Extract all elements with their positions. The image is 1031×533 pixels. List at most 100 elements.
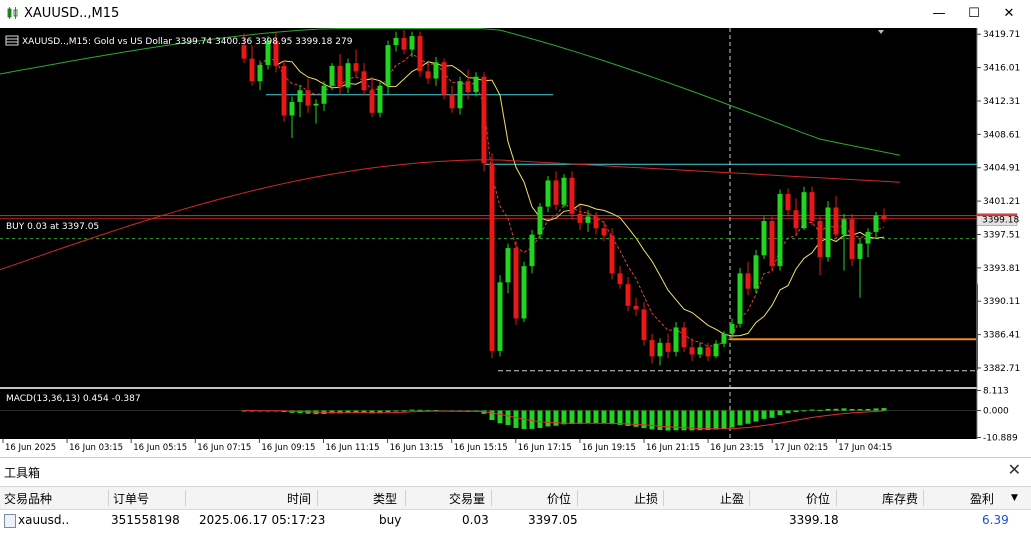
macd-histogram-bar xyxy=(585,410,591,424)
candle-body xyxy=(425,71,431,79)
candle-body xyxy=(457,81,463,109)
time-tick-label: 17 Jun 04:15 xyxy=(838,443,892,453)
candle-body xyxy=(521,266,527,319)
candle-body xyxy=(385,45,391,86)
candle-body xyxy=(329,65,335,86)
macd-histogram-bar xyxy=(537,410,543,428)
candle-body xyxy=(825,207,831,258)
header-volume[interactable]: 交易量 xyxy=(449,492,486,506)
macd-histogram-bar xyxy=(753,410,759,422)
price-tick-label: 3408.61 xyxy=(983,130,1020,140)
candle-body xyxy=(833,207,839,235)
candle-body xyxy=(617,273,623,285)
candle-body xyxy=(777,193,783,267)
toolbox-panel: 工具箱 ✕ 交易品种 订单号 时间 类型 交易量 价位 止损 止盈 价位 库存费… xyxy=(0,457,1031,533)
header-sort-arrow-icon[interactable]: ▼ xyxy=(1011,493,1018,503)
candle-body xyxy=(513,248,519,319)
price-chart[interactable]: 3419.71 3416.01 3412.31 3408.61 3404.91 3401.… xyxy=(0,28,1031,457)
candle-body xyxy=(865,231,871,244)
candle-body xyxy=(569,177,575,214)
candle-body xyxy=(841,219,847,235)
cell-time: 2025.06.17 05:17:23 xyxy=(199,513,326,527)
candle-body xyxy=(497,282,503,351)
candle-body xyxy=(449,94,455,109)
table-row[interactable]: xauusd.. 351558198 2025.06.17 05:17:23 b… xyxy=(0,510,1031,530)
macd-histogram-bar xyxy=(721,410,727,429)
candle-body xyxy=(593,216,599,229)
toolbox-close-icon[interactable]: ✕ xyxy=(1007,460,1021,479)
macd-histogram-bar xyxy=(649,410,655,430)
candle-body xyxy=(465,81,471,93)
header-current-price[interactable]: 价位 xyxy=(806,492,831,506)
price-tick-label: 3404.91 xyxy=(983,164,1020,174)
macd-histogram-bar xyxy=(241,410,247,412)
candle-body xyxy=(409,36,415,50)
header-takeprofit[interactable]: 止盈 xyxy=(720,492,745,506)
macd-histogram-bar xyxy=(857,409,863,411)
candle-body xyxy=(809,192,815,222)
time-tick-label: 16 Jun 03:15 xyxy=(69,443,123,453)
maximize-button[interactable]: ☐ xyxy=(968,6,980,21)
macd-tick-label: 0.000 xyxy=(983,407,1009,417)
candle-body xyxy=(377,85,383,113)
macd-histogram-bar xyxy=(633,410,639,427)
price-tick-label: 3382.71 xyxy=(983,364,1020,374)
candle-body xyxy=(441,62,447,95)
candle-body xyxy=(761,221,767,256)
candle-body xyxy=(361,71,367,91)
macd-histogram-bar xyxy=(745,410,751,424)
candle-body xyxy=(801,192,807,229)
time-tick-label: 16 Jun 15:15 xyxy=(454,443,508,453)
candle-body xyxy=(705,347,711,357)
candle-body xyxy=(817,221,823,258)
candle-body xyxy=(561,177,567,205)
header-order[interactable]: 订单号 xyxy=(113,492,150,506)
candle-body xyxy=(313,103,319,106)
price-tick-label: 3393.81 xyxy=(983,264,1020,274)
current-price-tag xyxy=(976,213,1018,226)
candle-body xyxy=(369,90,375,113)
window-titlebar: XAUUSD..,M15 — ☐ ✕ xyxy=(0,0,1031,28)
macd-histogram-bar xyxy=(809,409,815,411)
macd-histogram-bar xyxy=(833,408,839,411)
macd-histogram-bar xyxy=(681,410,687,431)
macd-histogram-bar xyxy=(361,410,367,413)
candle-body xyxy=(657,342,663,357)
header-time[interactable]: 时间 xyxy=(287,492,312,506)
candle-body xyxy=(289,101,295,116)
macd-histogram-bar xyxy=(713,410,719,430)
cell-current-price: 3399.18 xyxy=(789,513,839,527)
cell-type: buy xyxy=(379,513,402,527)
header-symbol[interactable]: 交易品种 xyxy=(4,492,53,506)
header-type[interactable]: 类型 xyxy=(373,492,398,506)
candle-body xyxy=(681,327,687,348)
time-tick-label: 16 Jun 13:15 xyxy=(390,443,444,453)
trade-label: BUY 0.03 at 3397.05 xyxy=(6,222,99,232)
candle-body xyxy=(433,62,439,79)
close-button[interactable]: ✕ xyxy=(1003,6,1015,21)
macd-histogram-bar xyxy=(761,410,767,419)
cell-order: 351558198 xyxy=(111,513,180,527)
macd-histogram-bar xyxy=(625,410,631,426)
window-title: XAUUSD..,M15 xyxy=(24,6,120,21)
macd-histogram-bar xyxy=(601,410,607,424)
macd-histogram-bar xyxy=(545,410,551,427)
order-type-icon xyxy=(4,514,16,528)
header-price[interactable]: 价位 xyxy=(547,492,572,506)
header-swap[interactable]: 库存费 xyxy=(882,492,919,506)
header-profit[interactable]: 盈利 xyxy=(970,492,995,506)
candle-body xyxy=(481,76,487,164)
candle-body xyxy=(321,85,327,104)
chart-area[interactable]: 3419.71 3416.01 3412.31 3408.61 3404.91 3401.… xyxy=(0,28,1031,457)
macd-histogram-bar xyxy=(497,410,503,424)
candle-body xyxy=(345,63,351,88)
minimize-button[interactable]: — xyxy=(932,6,946,21)
price-tick-label: 3419.71 xyxy=(983,30,1020,40)
price-tick-label: 3386.41 xyxy=(983,331,1020,341)
macd-histogram-bar xyxy=(777,410,783,416)
macd-histogram-bar xyxy=(609,410,615,425)
candle-body xyxy=(401,37,407,50)
header-stoploss[interactable]: 止损 xyxy=(634,492,659,506)
candle-body xyxy=(505,248,511,283)
macd-histogram-bar xyxy=(769,410,775,418)
